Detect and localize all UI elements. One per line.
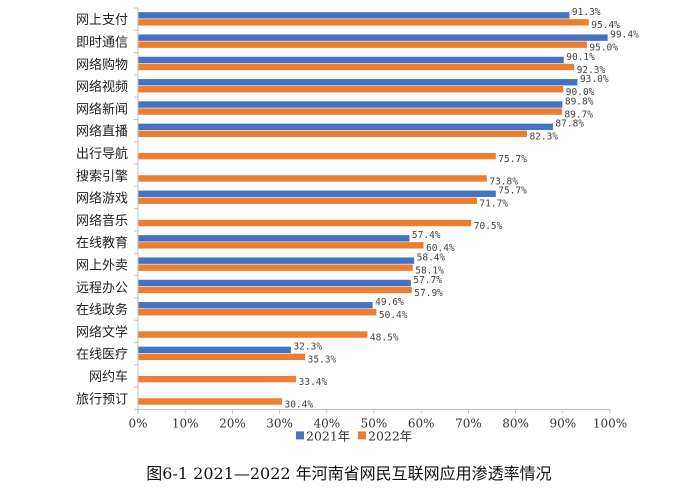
data-label: 60.4% [426, 243, 455, 254]
bar-2021 [138, 34, 608, 41]
category-label: 在线医疗 [76, 348, 128, 363]
x-tick-label: 100% [593, 416, 627, 430]
category-label: 在线政务 [76, 302, 128, 318]
data-label: 32.3% [293, 342, 322, 353]
category-label: 网络直播 [76, 124, 128, 140]
data-label: 57.4% [412, 230, 441, 241]
data-label: 33.4% [299, 377, 328, 388]
data-label: 87.8% [555, 119, 584, 130]
bar-2021 [138, 56, 564, 64]
x-tick-label: 20% [219, 416, 246, 430]
bar-2021 [138, 123, 553, 131]
category-label: 网络新闻 [76, 101, 128, 117]
bar-2022 [138, 19, 589, 26]
category-label: 网络视频 [76, 79, 128, 95]
data-label: 75.7% [498, 186, 527, 197]
bar-2022 [138, 219, 472, 227]
legend-label: 2021年 [306, 428, 350, 443]
bar-2021 [138, 257, 415, 264]
data-label: 99.4% [610, 29, 639, 40]
category-label: 即时通信 [76, 35, 128, 50]
category-label: 网络文学 [76, 324, 128, 340]
bar-2022 [138, 242, 424, 249]
bar-2022 [138, 152, 496, 160]
category-label: 网络游戏 [76, 191, 128, 207]
category-label: 网络购物 [76, 57, 128, 73]
bar-2022 [138, 398, 282, 405]
data-label: 48.5% [370, 332, 399, 343]
category-label: 远程办公 [76, 281, 128, 296]
bar-2021 [138, 279, 411, 287]
bar-2021 [138, 12, 570, 19]
data-label: 90.1% [566, 52, 595, 63]
data-label: 82.3% [529, 132, 558, 143]
x-tick-label: 30% [266, 416, 293, 430]
data-label: 50.4% [379, 310, 408, 321]
data-label: 75.7% [498, 154, 527, 165]
data-label: 91.3% [572, 7, 601, 18]
data-label: 30.4% [284, 399, 313, 410]
category-label: 网络音乐 [76, 213, 128, 229]
bar-2022 [138, 130, 527, 138]
data-label: 89.7% [564, 109, 593, 120]
bar-2022 [138, 86, 564, 93]
bar-2021 [138, 302, 373, 309]
bar-2022 [138, 353, 306, 361]
x-tick-label: 40% [313, 416, 340, 430]
bar-chart: 0% 10% 20% 30% 40% 50% 60% 70% 80% 90% 100% 网上支付 91.… [76, 7, 639, 443]
data-label: 58.4% [417, 252, 446, 263]
bar-2022 [138, 41, 587, 48]
bar-2022 [138, 309, 377, 316]
legend-swatch [358, 431, 366, 440]
bar-2021 [138, 190, 496, 197]
x-tick-label: 0% [128, 416, 147, 430]
data-label: 93.0% [580, 74, 609, 85]
category-label: 网上外卖 [76, 258, 128, 273]
bar-2022 [138, 108, 562, 115]
bar-2021 [138, 235, 410, 242]
data-label: 73.8% [489, 176, 518, 187]
bar-2021 [138, 346, 291, 354]
data-label: 92.3% [577, 65, 606, 76]
bar-2021 [138, 101, 563, 108]
data-label: 57.7% [413, 275, 442, 286]
legend-label: 2022年 [368, 428, 412, 443]
bar-2022 [138, 175, 487, 182]
x-tick-label: 50% [361, 416, 388, 430]
data-label: 70.5% [474, 221, 503, 232]
x-tick-label: 10% [172, 416, 199, 430]
data-label: 90.0% [566, 87, 595, 98]
data-label: 49.6% [375, 297, 404, 308]
x-tick-label: 90% [549, 416, 576, 430]
category-label: 在线教育 [76, 235, 128, 251]
data-label: 57.9% [414, 288, 443, 299]
x-tick-label: 70% [455, 416, 482, 430]
category-label: 网上支付 [76, 13, 128, 28]
data-label: 71.7% [479, 199, 508, 210]
x-tick-label: 60% [408, 416, 435, 430]
data-label: 95.0% [589, 42, 618, 53]
category-label: 搜索引擎 [76, 169, 128, 184]
data-label: 35.3% [308, 355, 337, 366]
bar-2022 [138, 63, 575, 71]
bar-2022 [138, 286, 412, 294]
bar-2022 [138, 197, 477, 204]
category-label: 旅行预订 [76, 392, 128, 407]
bar-2021 [138, 79, 578, 86]
x-tick-label: 80% [502, 416, 529, 430]
data-label: 58.1% [415, 265, 444, 276]
bar-2022 [138, 375, 297, 383]
bar-2022 [138, 264, 413, 271]
bar-2022 [138, 331, 368, 338]
category-label: 网约车 [89, 369, 128, 385]
figure-caption: 图6-1 2021—2022 年河南省网民互联网应用渗透率情况 [146, 464, 552, 483]
legend-swatch [296, 431, 304, 440]
data-label: 89.8% [565, 96, 594, 107]
data-label: 95.4% [591, 20, 620, 31]
category-label: 出行导航 [76, 146, 128, 162]
